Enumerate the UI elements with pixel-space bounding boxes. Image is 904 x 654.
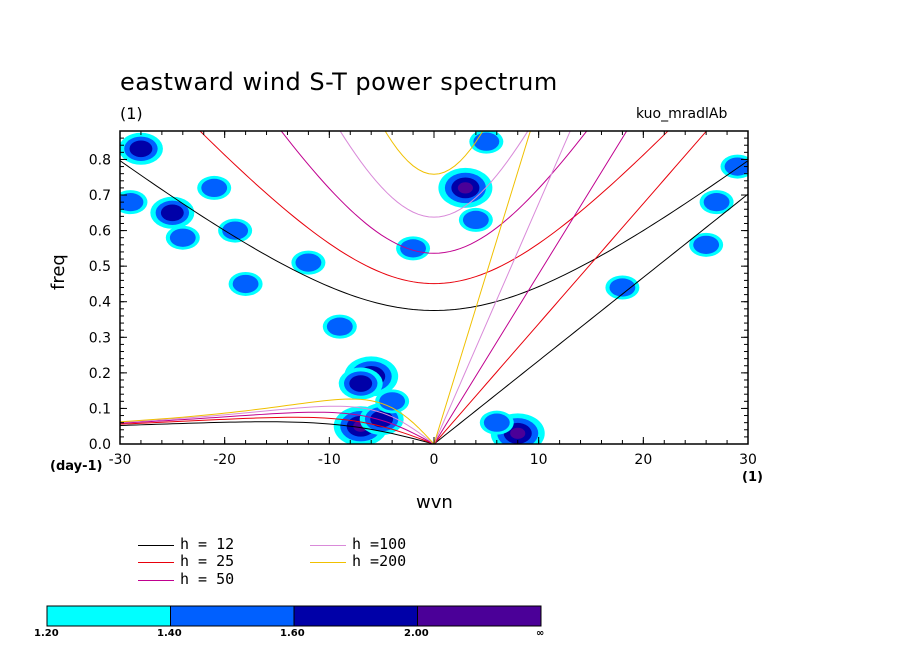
kelvin-curve: [433, 131, 571, 444]
rossby-curve: [120, 411, 435, 444]
colorbar-segment: [46, 605, 171, 627]
x-tick-label: -30: [109, 452, 132, 468]
rossby-curve: [120, 416, 435, 444]
contour-blob: [400, 239, 426, 258]
x-axis-label: wvn: [416, 492, 453, 513]
legend-label: h =100: [352, 535, 407, 553]
y-tick-label: 0.0: [89, 437, 111, 453]
contour-blob: [724, 157, 748, 176]
contour-blob: [349, 375, 373, 392]
contour-blob: [201, 178, 228, 198]
rossby-curve: [120, 421, 435, 444]
colorbar-label: ∞: [536, 628, 545, 639]
y-tick-label: 0.8: [89, 152, 111, 168]
inertia-gravity-curve: [280, 131, 588, 254]
legend-swatch: [138, 580, 174, 581]
y-tick-label: 0.7: [89, 188, 111, 204]
rossby-curve: [120, 398, 435, 444]
contour-blob: [379, 392, 406, 411]
contour-blob: [693, 235, 720, 254]
contour-blob: [160, 204, 184, 222]
inertia-gravity-curve: [384, 131, 484, 175]
y-tick-label: 0.6: [89, 224, 111, 240]
x-tick-label: 30: [739, 452, 757, 468]
legend-swatch: [310, 562, 346, 563]
y-tick-label: 0.2: [89, 366, 111, 382]
contour-blob: [609, 278, 636, 297]
x-axis-unit: (1): [742, 470, 763, 485]
colorbar-label: 2.00: [404, 628, 429, 639]
contour-fill-layer: [120, 131, 748, 444]
chart-title: eastward wind S-T power spectrum: [120, 68, 558, 96]
x-tick-label: -20: [213, 452, 236, 468]
contour-blob: [120, 193, 144, 212]
contour-blob: [462, 210, 489, 230]
y-tick-label: 0.4: [89, 295, 111, 311]
contour-blob: [222, 221, 249, 240]
contour-blob: [129, 140, 153, 158]
chart-subtitle-left: (1): [120, 104, 143, 123]
kelvin-curve: [433, 131, 531, 444]
contour-blob: [295, 253, 322, 272]
x-tick-label: 10: [530, 452, 548, 468]
kelvin-curve: [433, 193, 748, 444]
colorbar-label: 1.20: [34, 628, 59, 639]
rossby-curve: [120, 405, 435, 444]
colorbar-segment: [417, 605, 542, 627]
axis-ticks: [119, 131, 749, 445]
colorbar: [46, 605, 542, 627]
contour-blob: [510, 427, 526, 439]
x-tick-label: -10: [318, 452, 341, 468]
y-tick-label: 0.3: [89, 330, 111, 346]
inertia-gravity-curve: [120, 160, 748, 311]
colorbar-segment: [170, 605, 295, 627]
legend-label: h = 12: [180, 535, 235, 553]
contour-blob: [483, 413, 510, 432]
colorbar-segment: [293, 605, 418, 627]
contour-blob: [703, 193, 730, 212]
chart-subtitle-right: kuo_mradlAb: [636, 106, 728, 122]
legend-label: h = 25: [180, 552, 235, 570]
legend-swatch: [138, 562, 174, 563]
colorbar-label: 1.40: [157, 628, 182, 639]
contour-blob: [232, 274, 259, 294]
kelvin-curve: [433, 131, 708, 444]
colorbar-label: 1.60: [280, 628, 305, 639]
legend-label: h =200: [352, 552, 407, 570]
inertia-gravity-curve: [199, 131, 669, 285]
contour-blob: [326, 317, 353, 336]
y-tick-label: 0.1: [89, 401, 111, 417]
y-axis-label: freq: [48, 254, 69, 290]
inertia-gravity-curve: [339, 131, 529, 218]
y-tick-label: 0.5: [89, 259, 111, 275]
x-tick-label: 0: [430, 452, 439, 468]
x-tick-label: 20: [634, 452, 652, 468]
contour-blob: [457, 182, 473, 194]
legend-label: h = 50: [180, 570, 235, 588]
legend-swatch: [138, 545, 174, 546]
axis-tick-labels: -30 -20 -10 0 10 20 30 0.0 0.1 0.2 0.3 0.4 0.5 0.6 0.7…: [89, 152, 757, 468]
y-axis-unit: (day-1): [50, 459, 103, 474]
dispersion-curves-layer: [120, 131, 748, 444]
contour-blob: [473, 132, 500, 151]
kelvin-curve: [433, 131, 628, 444]
contour-blob: [169, 228, 196, 247]
legend-swatch: [310, 545, 346, 546]
